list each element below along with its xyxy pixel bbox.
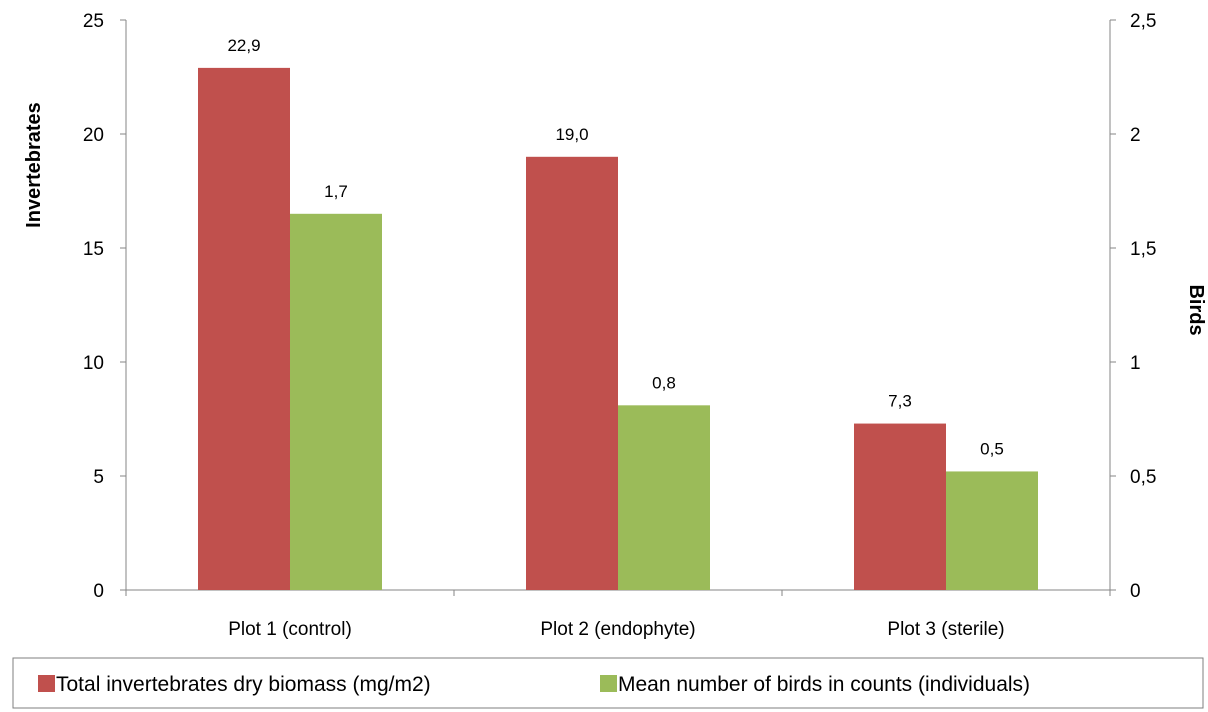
bar-invertebrates xyxy=(526,156,618,591)
y2-tick-label: 1 xyxy=(1130,353,1141,374)
bar-birds xyxy=(618,405,710,590)
y-tick-label: 25 xyxy=(83,11,104,32)
x-tick-label: Plot 2 (endophyte) xyxy=(540,619,695,640)
y2-tick-label: 2,5 xyxy=(1130,11,1156,32)
axes: 0 5 10 15 20 25 0 0,5 1 1,5 2 2,5 Plot 1 (control) Pl… xyxy=(83,11,1157,640)
y2-tick-label: 0 xyxy=(1130,581,1141,602)
y-tick-label: 15 xyxy=(83,239,104,260)
bar-invertebrates xyxy=(854,423,946,590)
y-tick-label: 0 xyxy=(93,581,104,602)
y-axis-title: Invertebrates xyxy=(23,102,45,228)
bar-invertebrates xyxy=(198,67,290,590)
legend-swatch-birds xyxy=(600,675,617,692)
data-label-invertebrates: 7,3 xyxy=(888,392,912,411)
y-tick-label: 20 xyxy=(83,125,104,146)
y2-tick-label: 2 xyxy=(1130,125,1141,146)
data-label-birds: 0,8 xyxy=(652,373,676,392)
data-label-invertebrates: 19,0 xyxy=(555,125,588,144)
data-label-birds: 0,5 xyxy=(980,439,1004,458)
legend-label-birds: Mean number of birds in counts (individu… xyxy=(618,673,1030,696)
data-label-invertebrates: 22,9 xyxy=(227,36,260,55)
y2-tick-label: 0,5 xyxy=(1130,467,1156,488)
legend-label-invertebrates: Total invertebrates dry biomass (mg/m2) xyxy=(56,673,431,696)
x-tick-label: Plot 1 (control) xyxy=(228,619,352,640)
bar-birds xyxy=(290,213,382,591)
data-labels: 22,9 1,7 19,0 0,8 7,3 0,5 xyxy=(227,36,1003,459)
y2-tick-label: 1,5 xyxy=(1130,239,1156,260)
bar-birds xyxy=(946,471,1038,590)
y-tick-label: 10 xyxy=(83,353,104,374)
legend: Total invertebrates dry biomass (mg/m2) … xyxy=(12,657,1204,709)
data-label-birds: 1,7 xyxy=(324,182,348,201)
bars xyxy=(198,67,1038,591)
legend-box xyxy=(12,657,1204,709)
legend-swatch-invertebrates xyxy=(38,675,55,692)
y2-axis-title: Birds xyxy=(1185,284,1207,335)
y-tick-label: 5 xyxy=(93,467,104,488)
x-tick-label: Plot 3 (sterile) xyxy=(887,619,1004,640)
